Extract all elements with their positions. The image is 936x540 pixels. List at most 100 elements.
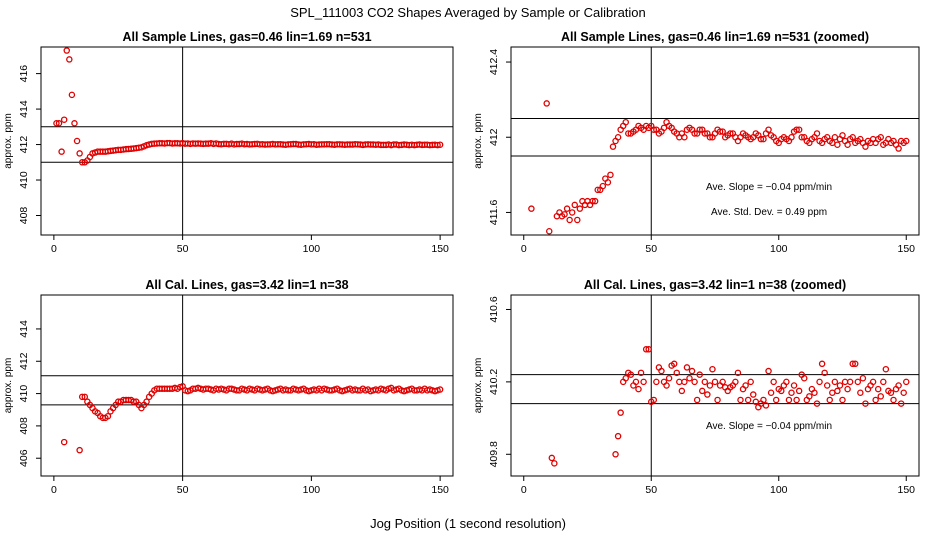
p4-point <box>696 371 703 378</box>
p2-point <box>798 133 805 141</box>
p4-point <box>852 360 859 368</box>
p4-point <box>801 375 808 382</box>
p2-point <box>594 186 601 194</box>
p4-point <box>854 378 862 386</box>
p3-ytick-label: 412 <box>18 352 30 370</box>
p2-point <box>765 126 772 133</box>
p2-point <box>877 133 885 141</box>
p1-xtick-label: 100 <box>303 243 321 255</box>
p4-point <box>887 389 895 396</box>
p2-ytick-label: 412.4 <box>488 49 500 75</box>
p4-point <box>767 389 775 396</box>
p2-point <box>691 130 698 137</box>
p4-point <box>709 365 716 373</box>
p2-point <box>696 126 703 133</box>
p3-xtick-label: 0 <box>51 484 57 496</box>
p1-title: All Sample Lines, gas=0.46 lin=1.69 n=53… <box>122 30 371 44</box>
p2-point <box>834 141 841 149</box>
p1-point <box>68 91 76 99</box>
p4-point <box>734 369 742 377</box>
p4-point <box>826 396 834 404</box>
p4-point <box>841 378 849 386</box>
p4-point <box>645 346 652 353</box>
p2-point <box>849 133 856 141</box>
p2-point <box>795 126 803 133</box>
p3-points <box>60 383 444 454</box>
p2-point <box>543 100 550 107</box>
p2-point <box>591 197 599 205</box>
p4-xtick-label: 150 <box>897 484 915 496</box>
p2-point <box>831 133 839 141</box>
p3-point <box>78 393 86 401</box>
p1-point <box>53 120 60 127</box>
p4-point <box>683 364 691 371</box>
p1-point <box>66 56 73 63</box>
p4-point <box>834 387 841 395</box>
p4-xtick-label: 50 <box>645 484 657 496</box>
p1-point <box>71 120 78 127</box>
p4-point <box>829 389 836 396</box>
p4-point <box>880 378 887 386</box>
p2-title: All Sample Lines, gas=0.46 lin=1.69 n=53… <box>561 30 869 44</box>
p2-point <box>604 179 612 186</box>
p3-title: All Cal. Lines, gas=3.42 lin=1 n=38 <box>145 278 348 292</box>
p1-point <box>58 148 65 155</box>
p4-point <box>783 378 790 386</box>
p2-point <box>844 141 851 149</box>
p2-xtick-label: 150 <box>897 243 915 255</box>
p4-point <box>658 367 665 375</box>
p2-ytick-label: 412 <box>488 128 500 146</box>
p2-point <box>862 143 869 150</box>
p4-xtick-label: 0 <box>521 484 527 496</box>
p4-point <box>653 378 660 386</box>
p4-panel: All Cal. Lines, gas=3.42 lin=1 n=38 (zoo… <box>473 278 920 496</box>
p4-point <box>719 378 726 386</box>
p4-point <box>737 396 744 404</box>
p2-point <box>650 126 658 133</box>
p4-point <box>836 382 844 389</box>
p1-point <box>76 150 83 157</box>
p2-point <box>609 143 617 150</box>
p2-ylabel: approx. ppm <box>473 113 484 169</box>
p4-point <box>811 389 818 396</box>
p2-point <box>614 133 622 141</box>
p4-point <box>627 371 635 378</box>
p2-point <box>719 128 726 135</box>
p4-point <box>686 375 693 382</box>
p4-point <box>612 451 619 458</box>
p4-point <box>844 385 851 393</box>
p1-point <box>73 137 81 145</box>
p4-point <box>614 432 622 440</box>
p4-ytick-label: 410.2 <box>488 369 500 395</box>
p4-point <box>670 360 678 368</box>
p4-point <box>673 369 681 377</box>
p2-point <box>788 133 795 141</box>
p1-point <box>63 47 71 54</box>
p3-point <box>436 386 444 393</box>
p3-ylabel: approx. ppm <box>3 358 14 414</box>
p2-points <box>528 100 910 235</box>
p4-point <box>846 378 854 386</box>
p1-ylabel: approx. ppm <box>3 113 14 169</box>
p1-xtick-label: 150 <box>431 243 449 255</box>
p2-point <box>566 216 573 224</box>
p4-point <box>872 396 879 404</box>
p4-point <box>816 378 823 386</box>
p4-point <box>691 378 698 386</box>
p4-ytick-label: 409.8 <box>488 441 500 467</box>
p2-point <box>622 118 630 126</box>
p1-ytick-label: 412 <box>18 136 30 154</box>
p2-xtick-label: 100 <box>770 243 788 255</box>
p4-point <box>551 460 558 467</box>
p4-point <box>714 396 721 404</box>
p3-ytick-label: 410 <box>18 385 30 403</box>
p1-ytick-label: 416 <box>18 65 30 83</box>
p2-xtick-label: 50 <box>645 243 657 255</box>
p4-slope-annotation: Ave. Slope = −0.04 ppm/min <box>706 421 833 432</box>
p4-point <box>676 378 683 386</box>
p4-point <box>795 387 803 395</box>
p1-point <box>436 141 444 148</box>
p4-points <box>548 346 910 467</box>
p3-ytick-label: 408 <box>18 417 30 435</box>
